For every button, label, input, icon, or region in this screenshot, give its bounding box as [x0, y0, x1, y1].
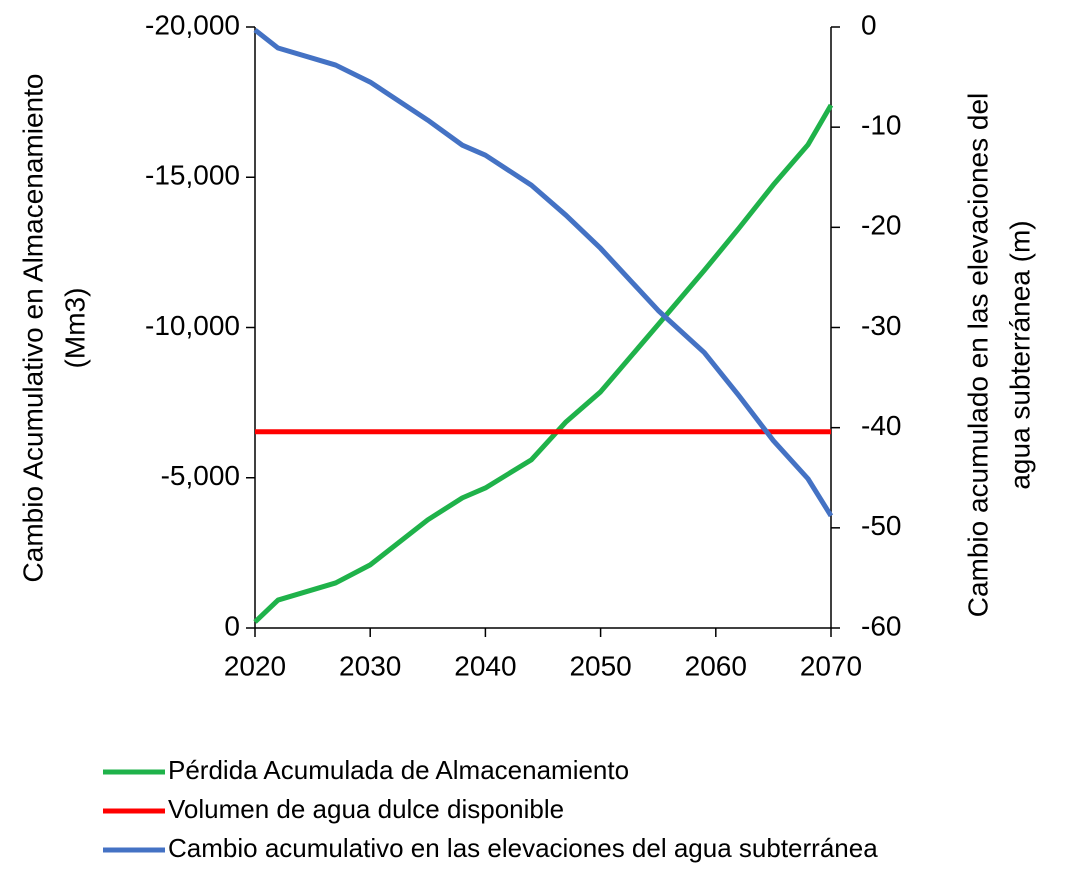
y2-axis-label: Cambio acumulado en las elevaciones del	[962, 93, 993, 618]
legend-label: Volumen de agua dulce disponible	[168, 794, 564, 824]
y2-tick-label: -50	[861, 510, 901, 541]
x-tick-label: 2060	[685, 650, 747, 681]
x-tick-label: 2040	[454, 650, 516, 681]
x-tick-label: 2070	[800, 650, 862, 681]
y2-tick-label: -30	[861, 310, 901, 341]
x-tick-label: 2030	[339, 650, 401, 681]
y2-tick-label: 0	[861, 9, 877, 40]
y-tick-label: -5,000	[161, 460, 240, 491]
series-line	[253, 28, 834, 518]
y2-axis-label: agua subterránea (m)	[1004, 220, 1035, 489]
legend-label: Cambio acumulativo en las elevaciones de…	[168, 833, 878, 863]
y-axis-label: Cambio Acumulativo en Almacenamiento	[17, 74, 48, 583]
legend-label: Pérdida Acumulada de Almacenamiento	[168, 755, 629, 785]
y2-tick-label: -40	[861, 410, 901, 441]
y-axis-label: (Mm3)	[59, 288, 90, 369]
y-tick-label: -15,000	[145, 160, 240, 191]
y-tick-label: -20,000	[145, 9, 240, 40]
x-tick-label: 2050	[569, 650, 631, 681]
y2-tick-label: -20	[861, 210, 901, 241]
y-tick-label: 0	[224, 610, 240, 641]
y2-tick-label: -10	[861, 110, 901, 141]
series-line	[253, 103, 834, 624]
x-tick-label: 2020	[224, 650, 286, 681]
y-tick-label: -10,000	[145, 310, 240, 341]
y2-tick-label: -60	[861, 610, 901, 641]
